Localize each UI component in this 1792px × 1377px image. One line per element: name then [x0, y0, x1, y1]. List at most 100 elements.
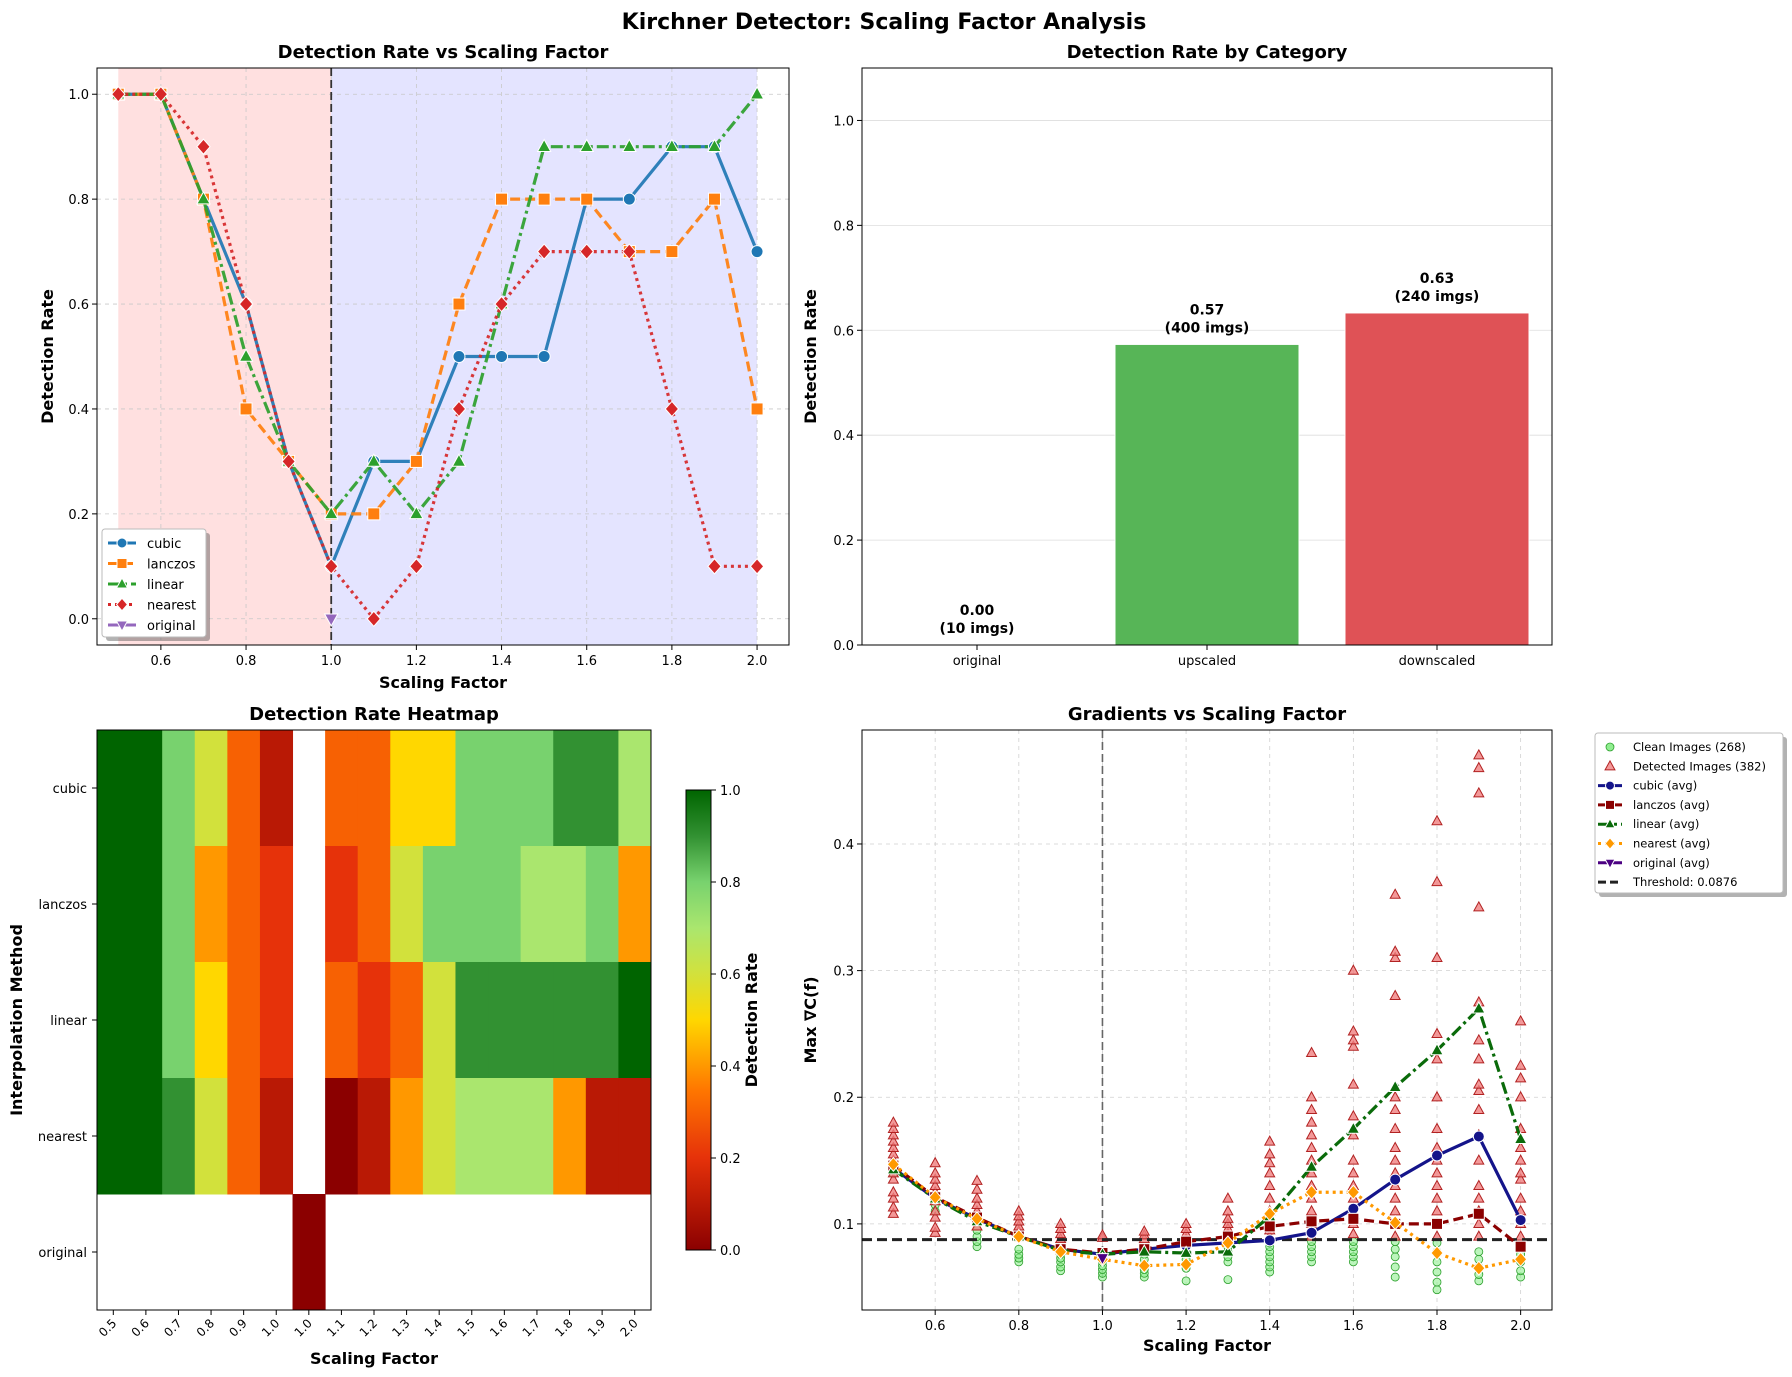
detected-point: [887, 1185, 900, 1197]
point-lanczos: [367, 507, 381, 521]
detected-point: [1514, 1141, 1527, 1153]
legend-marker-clean: [1605, 742, 1615, 752]
heatmap-cell: [227, 730, 261, 847]
detected-point: [1473, 1078, 1485, 1089]
detected-point: [1305, 1046, 1318, 1058]
heatmap-cell: [585, 846, 619, 963]
avg-point: [1012, 1228, 1026, 1245]
column-label: 0.9: [226, 1316, 249, 1339]
detected-point: [1222, 1217, 1234, 1228]
point-nearest: [536, 243, 552, 260]
detected-point: [929, 1156, 941, 1168]
row-label: nearest: [38, 1130, 87, 1145]
point-nearest: [707, 558, 722, 575]
detected-point: [1013, 1209, 1025, 1221]
legend: cubic lanczos linear nearest original: [101, 528, 210, 641]
detected-point: [1305, 1166, 1318, 1178]
y-tick-label: 0.6: [68, 298, 89, 313]
heatmap-cell: [194, 846, 228, 963]
detected-point: [1389, 1090, 1401, 1102]
heatmap-cell: [488, 1078, 522, 1195]
heatmap-cell: [259, 962, 294, 1079]
avg-point: [1095, 1253, 1110, 1266]
legend-box: [101, 528, 207, 638]
avg-point: [1263, 1206, 1277, 1222]
point-linear: [451, 453, 467, 467]
detected-point: [1389, 989, 1401, 1001]
x-tick-label: 2.0: [1510, 1319, 1531, 1334]
series-line-linear: [118, 92, 759, 517]
heatmap-cell: [553, 1078, 587, 1195]
avg-point: [1305, 1215, 1318, 1228]
point-lanczos: [537, 192, 551, 206]
series-line-cubic: [118, 92, 759, 571]
point-nearest: [622, 243, 637, 260]
column-label: 0.6: [129, 1316, 152, 1339]
detected-point: [1514, 1173, 1527, 1184]
point-linear: [621, 138, 637, 152]
x-tick-label: 1.0: [321, 654, 342, 669]
point-nearest: [409, 558, 424, 575]
detected-point: [1347, 1154, 1360, 1165]
y-axis-label: Detection Rate: [38, 289, 57, 424]
clean-point: [1390, 1262, 1400, 1272]
avg-point: [1472, 1260, 1486, 1276]
x-axis-label: Scaling Factor: [1143, 1336, 1271, 1355]
x-tick-label: 1.0: [1092, 1319, 1113, 1334]
detected-point: [1514, 1071, 1527, 1083]
detected-point: [1305, 1128, 1318, 1140]
detected-point: [1473, 1217, 1485, 1228]
legend-label-cubic: cubic: [147, 537, 181, 552]
heatmap-cell: [194, 962, 228, 1079]
column-label: 1.1: [324, 1316, 347, 1339]
x-tick-label: 2.0: [747, 654, 768, 669]
heatmap-cell: [553, 962, 587, 1079]
detected-point: [887, 1141, 900, 1153]
detected-point: [1514, 1090, 1527, 1102]
bar-count-label: (240 imgs): [1395, 289, 1480, 305]
detected-point: [929, 1166, 941, 1178]
y-tick-label: 0.4: [833, 838, 854, 853]
bar-value-label: 0.63: [1420, 271, 1455, 287]
clean-point: [1390, 1252, 1400, 1262]
avg-point: [1513, 1131, 1528, 1144]
detected-point: [1431, 875, 1443, 887]
avg-point: [1513, 1251, 1528, 1267]
colorbar-tick-label: 1.0: [720, 784, 741, 799]
avg-line: [892, 1005, 1523, 1256]
detected-point: [887, 1128, 900, 1140]
heatmap-cell: [129, 1078, 163, 1195]
x-tick-label: 0.8: [236, 654, 257, 669]
scatter-chart-panel: 0.1 0.2 0.3 0.4 0.6 0.8 1.0 1.2 1.4 1.6 1.8 2.0 Grad…: [801, 704, 1787, 1355]
detected-point: [1389, 1122, 1401, 1134]
y-axis-label: Max ∇C(f): [801, 976, 820, 1063]
point-lanczos: [239, 402, 253, 416]
bar-chart-panel: 0.0 0.2 0.4 0.6 0.8 1.0 original 0.00 (10 imgs) u…: [801, 42, 1553, 669]
detected-point: [1222, 1192, 1234, 1203]
avg-point: [1347, 1212, 1360, 1225]
column-label: 1.8: [552, 1316, 575, 1339]
detected-point: [929, 1226, 941, 1237]
detected-point: [1514, 1014, 1527, 1026]
bar-upscaled: [1114, 343, 1300, 646]
heatmap-cell: [455, 730, 489, 847]
chart-title: Gradients vs Scaling Factor: [1068, 704, 1346, 725]
avg-point: [1389, 1173, 1402, 1186]
detected-point: [1347, 1040, 1360, 1051]
column-label: 0.5: [96, 1316, 119, 1339]
heatmap-cell: [390, 846, 424, 963]
column-label: 1.9: [585, 1316, 608, 1339]
row-label: linear: [50, 1014, 87, 1029]
heatmap-cell: [162, 846, 196, 963]
colorbar-tick-label: 0.8: [720, 876, 741, 891]
column-label: 2.0: [617, 1316, 640, 1339]
detected-point: [1473, 786, 1485, 798]
column-label: 1.2: [357, 1316, 380, 1339]
y-tick-label: 0.6: [833, 324, 854, 339]
clean-point: [1390, 1244, 1400, 1254]
heatmap-cell: [585, 962, 619, 1079]
detected-point: [1431, 814, 1443, 826]
y-tick-label: 0.1: [833, 1218, 854, 1233]
clean-point: [1474, 1247, 1484, 1257]
